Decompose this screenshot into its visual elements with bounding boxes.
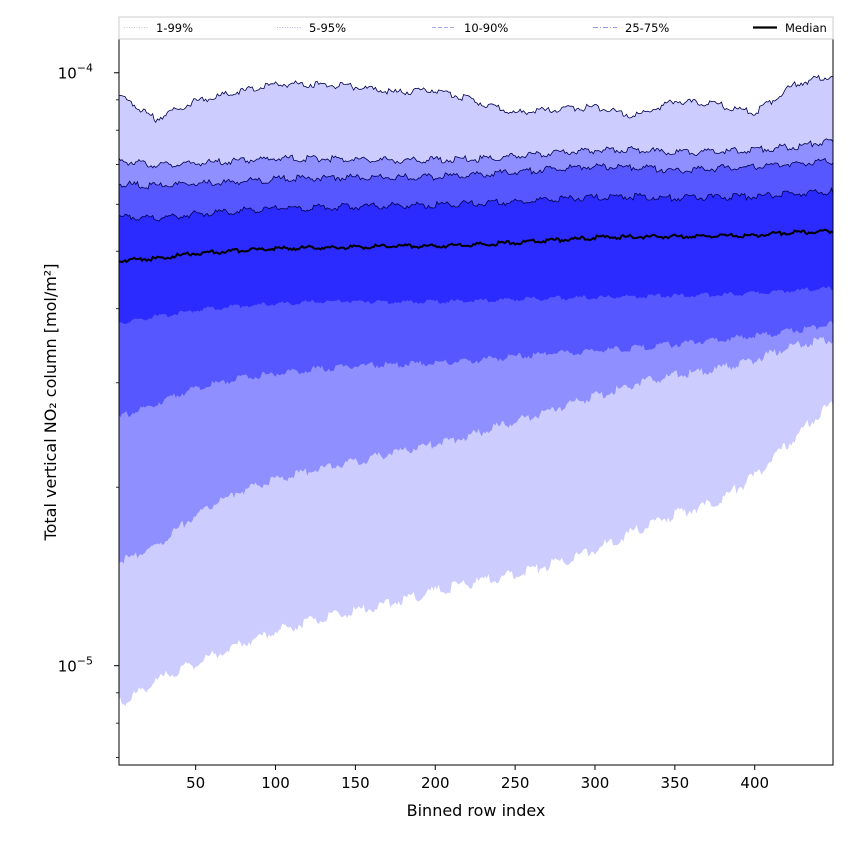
x-tick-label-200: 200 [421,774,450,792]
legend-label-Median: Median [785,21,827,35]
legend-box [118,16,834,40]
legend-label-10-90%: 10-90% [464,21,508,35]
legend-label-25-75%: 25-75% [625,21,669,35]
band-upper-edge-5-95% [118,138,834,169]
band-upper-edge-25-75% [118,186,834,222]
x-tick-label-300: 300 [581,774,610,792]
x-tick-label-400: 400 [740,774,769,792]
legend-label-5-95%: 5-95% [309,21,346,35]
x-tick-label-350: 350 [661,774,690,792]
band-upper-edge-1-99% [118,74,834,123]
y-tick-label-0: 10−5 [58,655,93,676]
median-layer [118,228,834,264]
band-upper-edge-10-90% [118,157,834,190]
y-tick-label-1: 10−4 [58,62,93,83]
x-axis-label: Binned row index [407,801,546,820]
x-tick-label-150: 150 [341,774,370,792]
legend: 1-99% 5-95% 10-90% 25-75% Median [118,16,834,40]
x-tick-label-50: 50 [186,774,205,792]
x-axis-ticks: 50 100 150 200 250 300 350 400 [186,765,769,792]
band-25-75% [119,188,833,324]
y-tick-label-exponent: −5 [77,655,93,668]
median-line [118,228,834,264]
y-axis-ticks: 10−5 10−4 [58,62,119,758]
legend-label-1-99%: 1-99% [156,21,193,35]
percentile-bands [119,75,833,707]
x-tick-label-250: 250 [501,774,530,792]
y-tick-label-exponent: −4 [77,62,93,75]
x-tick-label-100: 100 [261,774,290,792]
band-edge-lines [118,74,834,222]
y-axis-label: Total vertical NO₂ column [mol/m²] [41,264,60,542]
